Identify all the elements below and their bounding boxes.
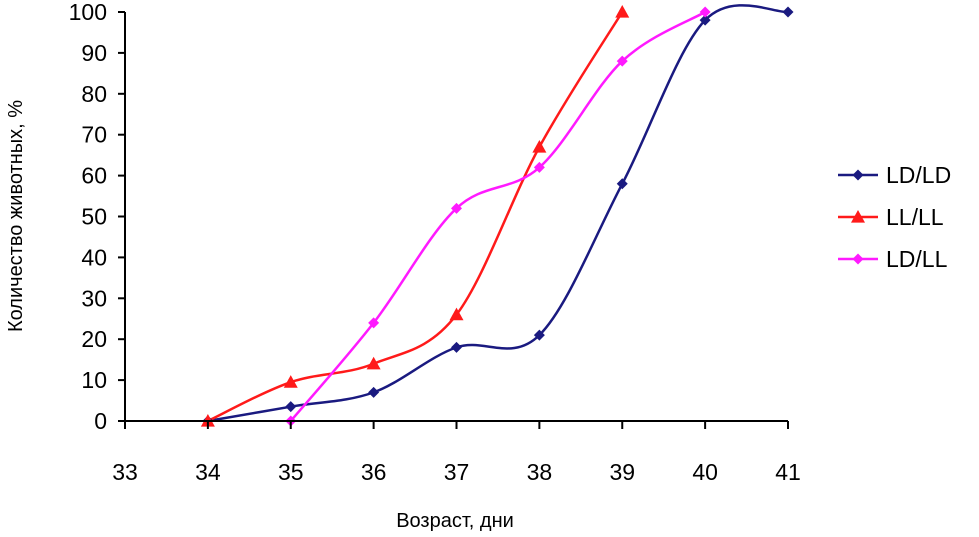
y-tick-label: 100	[69, 0, 107, 25]
data-point-ll-ll	[449, 307, 464, 321]
x-tick-label: 37	[444, 459, 470, 485]
series-line-ll-ll	[207, 11, 624, 423]
data-point-ld-ll	[616, 55, 628, 67]
data-point-ll-ll	[532, 139, 547, 153]
y-tick-label: 50	[81, 204, 107, 230]
data-point-ld-ll	[451, 202, 462, 214]
y-tick-label: 70	[81, 122, 107, 148]
data-point-ld-ld	[368, 386, 380, 398]
x-tick-label: 35	[278, 459, 304, 485]
y-tick-label: 30	[81, 285, 107, 311]
data-point-ld-ll	[533, 161, 545, 173]
data-point-ld-ld	[782, 6, 794, 18]
legend-marker-ld-ld	[852, 169, 864, 181]
legend-label-ld-ld: LD/LD	[886, 162, 951, 188]
axes	[124, 12, 788, 422]
data-point-ld-ll	[699, 6, 711, 18]
data-point-ll-ll	[283, 375, 298, 388]
y-axis-title: Количество животных, %	[5, 100, 27, 332]
legend-marker-ll-ll	[851, 210, 865, 223]
y-tick-label: 0	[94, 408, 107, 434]
x-tick-label: 34	[195, 459, 221, 485]
legend-marker-ld-ll	[852, 253, 864, 265]
y-tick-label: 40	[81, 244, 107, 270]
legend: LD/LD LL/LL LD/LL	[838, 162, 951, 272]
data-point-ll-ll	[366, 356, 381, 370]
series-line-ld-ld	[207, 4, 789, 423]
y-ticks: 0 10 20 30 40 50 60 70 80 90 100	[69, 0, 125, 434]
x-tick-label: 36	[361, 459, 387, 485]
data-point-ld-ld	[616, 178, 628, 190]
x-tick-label: 38	[527, 459, 553, 485]
x-ticks: 33 34 35 36 37 38 39 40 41	[112, 421, 801, 485]
plot-markers	[200, 5, 794, 427]
data-point-ld-ll	[368, 317, 380, 329]
data-point-ld-ld	[533, 329, 545, 341]
x-tick-label: 39	[609, 459, 635, 485]
y-tick-label: 60	[81, 163, 107, 189]
y-tick-label: 80	[81, 81, 107, 107]
data-point-ll-ll	[615, 5, 630, 18]
y-tick-label: 20	[81, 326, 107, 352]
data-point-ld-ld	[285, 401, 297, 413]
x-tick-label: 33	[112, 459, 138, 485]
series-line-ld-ll	[289, 10, 706, 422]
x-tick-label: 41	[775, 459, 801, 485]
x-axis-title: Возраст, дни	[396, 510, 514, 532]
y-tick-label: 90	[81, 40, 107, 66]
data-point-ld-ld	[699, 14, 711, 26]
y-tick-label: 10	[81, 367, 107, 393]
plot-lines	[207, 4, 789, 423]
data-point-ld-ld	[451, 341, 462, 353]
x-tick-label: 40	[692, 459, 718, 485]
legend-label-ll-ll: LL/LL	[886, 204, 944, 230]
legend-label-ld-ll: LD/LL	[886, 246, 948, 272]
